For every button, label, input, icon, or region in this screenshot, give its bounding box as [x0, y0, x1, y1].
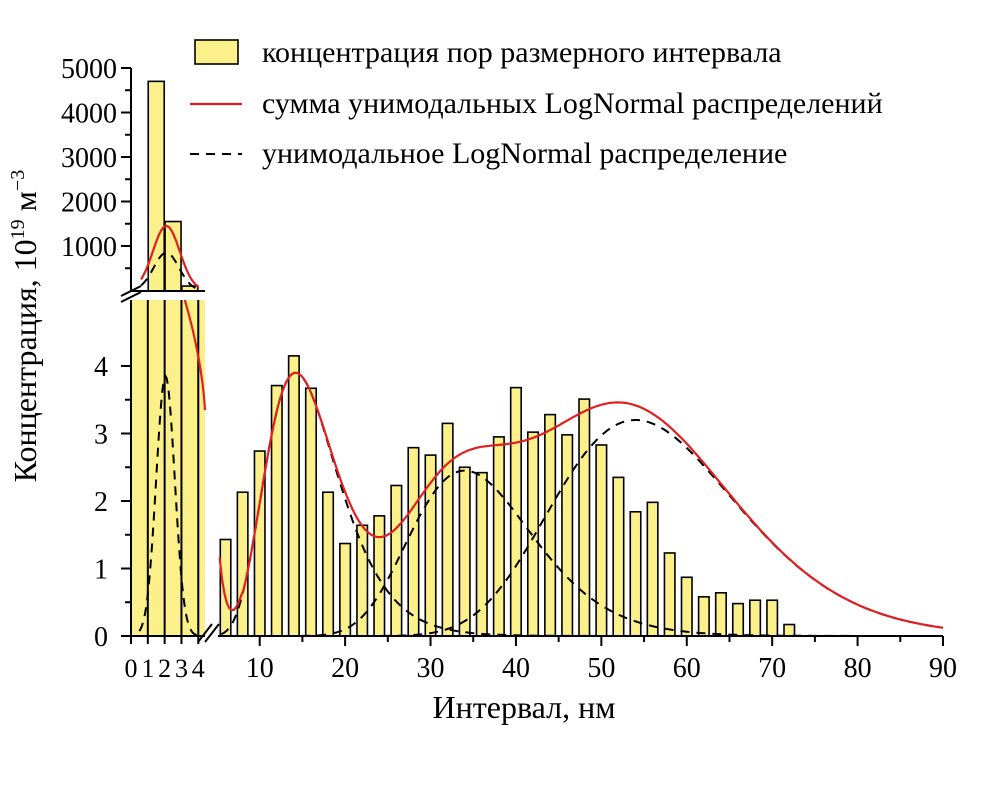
x-tick-label-8: 90: [929, 653, 957, 684]
main-bar-28: [697, 596, 710, 637]
y-tick-label-0: 0: [94, 622, 108, 653]
upper-y-tick-label-4: 5000: [61, 54, 117, 85]
main-bar-1: [236, 491, 249, 637]
left-upper-component-curve: [140, 251, 199, 290]
main-bar-24: [629, 510, 642, 637]
main-bar-26: [663, 552, 676, 637]
main-bar-31: [749, 599, 762, 637]
main-bar-32: [766, 599, 779, 637]
y-tick-label-1: 1: [94, 555, 108, 586]
upper-y-tick-label-3: 4000: [61, 99, 117, 130]
main-bar-6: [321, 491, 335, 637]
y-tick-label-4: 4: [94, 352, 108, 383]
main-bar-11: [407, 446, 420, 637]
legend-label-bars: концентрация пор размерного интервала: [262, 36, 782, 69]
left-upper-sum-curve: [140, 224, 199, 288]
x-tick-label-7: 80: [844, 653, 872, 684]
main-bar-7: [339, 542, 352, 637]
main-bar-19: [544, 413, 557, 637]
left-x-tick-label-0: 0: [125, 654, 138, 683]
x-tick-label-6: 70: [758, 653, 786, 684]
main-bar-20: [561, 434, 574, 637]
y-tick-label-2: 2: [94, 487, 108, 518]
x-tick-label-2: 30: [417, 653, 445, 684]
main-bar-27: [680, 576, 693, 637]
main-bar-17: [509, 386, 522, 637]
x-break-mark-1: [197, 623, 213, 643]
main-bar-25: [646, 501, 659, 637]
main-bar-30: [731, 602, 745, 637]
x-tick-label-1: 20: [331, 653, 359, 684]
x-break-mark-2: [204, 623, 220, 643]
y-axis-label: Концентрация, 1019 м−3: [7, 170, 43, 482]
left-x-tick-label-4: 4: [192, 654, 205, 683]
y-break-mark-2: [120, 285, 142, 297]
main-bar-4: [287, 355, 300, 637]
legend-bar-swatch: [194, 39, 239, 65]
left-lower-fill: [131, 300, 205, 636]
left-x-tick-label-2: 2: [158, 654, 171, 683]
main-bar-14: [458, 466, 471, 637]
x-axis-label: Интервал, нм: [433, 689, 616, 725]
x-tick-label-4: 50: [587, 653, 615, 684]
x-tick-label-0: 10: [246, 653, 274, 684]
main-bar-21: [578, 398, 591, 637]
y-break-mark-1: [120, 291, 142, 303]
left-bars: [130, 80, 205, 636]
main-bars: [219, 355, 796, 637]
main-bar-13: [441, 422, 454, 637]
left-x-tick-label-1: 1: [141, 654, 154, 683]
sum-curve: [218, 371, 944, 629]
legend: концентрация пор размерного интервала су…: [190, 36, 883, 170]
main-bar-8: [356, 524, 369, 637]
left-lower-sum-tail: [183, 299, 207, 411]
legend-label-component: унимодальное LogNormal распределение: [262, 137, 787, 170]
upper-y-tick-label-2: 3000: [61, 143, 117, 174]
x-tick-label-5: 60: [673, 653, 701, 684]
upper-y-tick-label-0: 1000: [61, 232, 117, 263]
left-lower-component-curve: [138, 374, 205, 637]
y-tick-label-3: 3: [94, 420, 108, 451]
main-bar-23: [612, 476, 625, 637]
main-bar-18: [526, 431, 540, 637]
main-bar-5: [304, 387, 318, 637]
component-curve-2: [221, 469, 943, 637]
main-bar-29: [714, 591, 727, 637]
left-x-tick-label-3: 3: [175, 654, 188, 683]
main-bar-9: [373, 515, 386, 637]
legend-label-sum: сумма унимодальных LogNormal распределен…: [262, 87, 883, 120]
upper-y-tick-label-1: 2000: [61, 188, 117, 219]
main-bar-33: [783, 623, 796, 637]
x-tick-label-3: 40: [502, 653, 530, 684]
main-bar-0: [219, 538, 232, 637]
main-bar-16: [492, 436, 505, 637]
